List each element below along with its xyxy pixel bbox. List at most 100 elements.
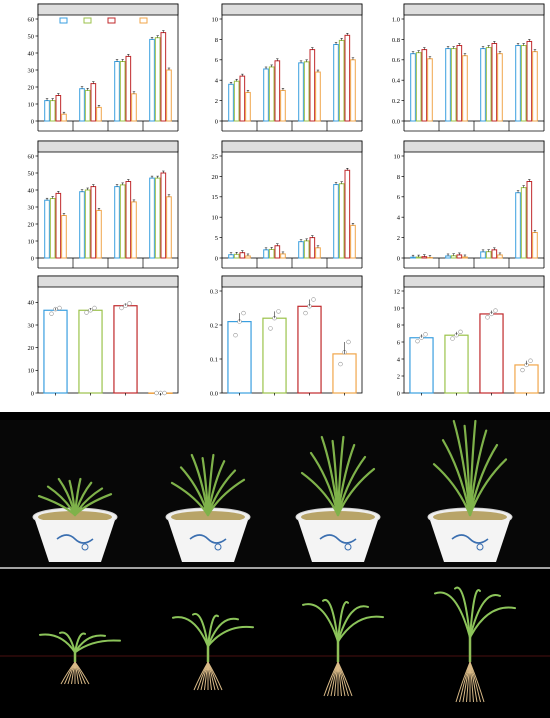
plant-photo-panel: (J)	[0, 412, 550, 718]
y-tick-label: 20	[212, 174, 219, 181]
bar	[125, 181, 132, 259]
bar	[303, 61, 310, 122]
y-tick-label: 60	[28, 153, 35, 160]
y-tick-label: 20	[28, 84, 35, 91]
bar	[409, 337, 434, 394]
leaf	[302, 603, 339, 643]
bar	[131, 93, 137, 122]
bar	[338, 39, 345, 122]
y-tick-label: 30	[28, 67, 35, 74]
bar	[479, 313, 504, 394]
bar	[445, 48, 451, 122]
y-tick-label: 5	[215, 235, 218, 242]
bar	[315, 71, 321, 122]
data-point	[84, 310, 89, 315]
title-strip	[37, 275, 179, 288]
bar	[78, 309, 103, 394]
data-point	[303, 310, 308, 316]
y-tick-label: 8	[397, 322, 400, 329]
bar	[444, 334, 469, 394]
data-point	[346, 339, 351, 345]
bar	[280, 253, 286, 259]
bar	[154, 37, 161, 122]
y-tick-label: 2	[397, 373, 400, 380]
bar	[160, 172, 167, 259]
bar	[515, 192, 521, 259]
legend-swatch	[83, 17, 92, 24]
bar	[233, 80, 240, 122]
bar	[532, 51, 538, 122]
y-tick-label: 0	[31, 255, 34, 262]
bar	[497, 53, 503, 122]
y-tick-label: 0	[31, 118, 34, 125]
bar	[485, 251, 492, 259]
bar	[268, 248, 275, 259]
bar	[96, 209, 102, 259]
bar	[344, 34, 351, 122]
y-tick-label: 20	[28, 345, 35, 352]
legend-swatch	[59, 17, 68, 24]
data-point	[520, 367, 525, 373]
pot-decoration	[56, 534, 94, 544]
leaf	[337, 601, 349, 643]
bar	[166, 69, 172, 122]
pot-decoration	[476, 543, 484, 551]
pot-decoration	[214, 543, 222, 551]
photo-panel-label: (J)	[4, 412, 17, 423]
y-tick-label: 0	[215, 118, 218, 125]
root	[469, 661, 485, 703]
chart-panel-G: 0 10 20 30 40	[28, 275, 179, 397]
leaf	[432, 463, 472, 517]
leaf	[170, 481, 210, 517]
data-point	[415, 338, 420, 344]
y-tick-label: 0	[215, 255, 218, 262]
bar	[410, 53, 416, 122]
pot-body	[430, 520, 510, 562]
y-tick-label: 0.4	[392, 78, 401, 85]
y-tick-label: 2	[215, 98, 218, 105]
leaf	[37, 495, 77, 517]
bar	[514, 364, 539, 394]
bar	[520, 45, 527, 122]
bar	[415, 256, 422, 259]
y-tick-label: 0.3	[210, 288, 218, 295]
bar	[445, 255, 451, 259]
bar	[228, 83, 234, 122]
y-tick-label: 15	[212, 194, 219, 201]
bar	[315, 247, 321, 259]
bar	[90, 186, 97, 259]
data-point	[450, 336, 455, 341]
bar	[462, 256, 468, 259]
y-tick-label: 0	[31, 390, 34, 397]
bar	[480, 251, 486, 259]
y-tick-label: 0.2	[392, 98, 400, 105]
title-strip	[221, 140, 363, 153]
data-point	[338, 361, 343, 367]
y-tick-label: 0.6	[392, 57, 401, 64]
leaf	[336, 467, 376, 517]
bar	[79, 191, 85, 259]
y-tick-label: 40	[28, 187, 35, 194]
data-point	[423, 332, 428, 337]
bar	[263, 249, 269, 259]
bar	[114, 186, 120, 259]
bar	[491, 42, 498, 122]
chart-panel-A: 0 10 20 30 40 50 60	[28, 3, 179, 132]
bar	[160, 32, 167, 122]
data-point	[241, 310, 246, 316]
bar	[43, 309, 68, 394]
y-tick-label: 1.0	[392, 16, 400, 23]
bar	[491, 249, 498, 259]
bar	[456, 45, 463, 122]
data-point	[311, 297, 316, 302]
y-tick-label: 0	[397, 390, 400, 397]
bar	[149, 177, 155, 259]
leaf	[322, 598, 339, 643]
y-tick-label: 8	[397, 174, 400, 181]
bar	[61, 215, 67, 259]
legend-swatch	[107, 17, 116, 24]
y-tick-label: 2	[397, 235, 400, 242]
bar	[297, 305, 322, 394]
pot-decoration	[344, 543, 352, 551]
y-tick-label: 8	[215, 37, 218, 44]
